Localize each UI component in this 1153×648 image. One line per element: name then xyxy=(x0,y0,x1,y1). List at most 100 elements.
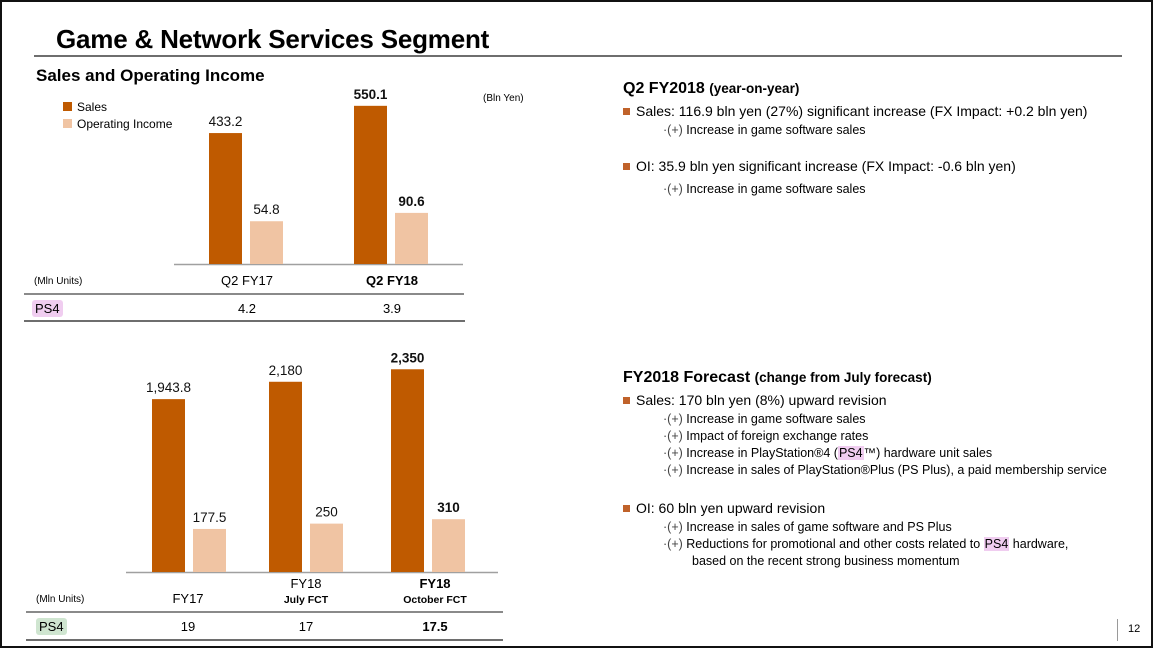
q2-sales-bullet: Sales: 116.9 bln yen (27%) significant i… xyxy=(623,103,1087,119)
legend-swatch-sales xyxy=(63,102,72,111)
category-sublabel-july-fct: July FCT xyxy=(283,594,329,606)
forecast-sales-sub-3: ·(+) Increase in PlayStation®4 (PS4™) ha… xyxy=(663,446,992,460)
chart-legend: Sales Operating Income xyxy=(63,98,172,132)
plus-mark: ·(+) xyxy=(663,537,683,551)
data-label-sales-1-1: 2,180 xyxy=(269,363,303,378)
data-label-operating-income-1-1: 250 xyxy=(315,505,338,520)
ps4-value-q2-fy17: 4.2 xyxy=(237,301,257,316)
sub-text: Increase in game software sales xyxy=(686,182,866,196)
forecast-sales-bullet: Sales: 170 bln yen (8%) upward revision xyxy=(623,392,887,408)
q2-oi-sub-1: ·(+) Increase in game software sales xyxy=(663,182,866,196)
data-label-sales-0-1: 550.1 xyxy=(354,87,388,102)
page-number: 12 xyxy=(1128,623,1141,635)
data-label-sales-0-0: 433.2 xyxy=(209,114,243,129)
ps4-highlight: PS4 xyxy=(983,537,1010,551)
table-rule-bottom xyxy=(24,320,465,322)
forecast-sales-text: Sales: 170 bln yen (8%) upward revision xyxy=(636,392,887,408)
bullet-square-icon xyxy=(623,396,630,404)
data-label-operating-income-1-0: 177.5 xyxy=(193,510,227,525)
category-label-fy18-july: FY18 xyxy=(290,576,322,591)
bullet-square-icon xyxy=(623,162,630,170)
legend-swatch-operating-income xyxy=(63,119,72,128)
q2-sales-sub-1: ·(+) Increase in game software sales xyxy=(663,123,866,137)
sub-text: Impact of foreign exchange rates xyxy=(686,429,869,443)
plus-mark: ·(+) xyxy=(663,446,683,460)
q2-heading-main: Q2 FY2018 xyxy=(623,80,705,97)
sub-text-post: ™) hardware unit sales xyxy=(863,446,993,460)
page-number-divider xyxy=(1117,619,1118,641)
q2-oi-text: OI: 35.9 bln yen significant increase (F… xyxy=(636,158,1016,174)
ps4-row-label-top: PS4 xyxy=(32,300,63,317)
sub-text: Increase in sales of game software and P… xyxy=(686,520,952,534)
q2-oi-bullet: OI: 35.9 bln yen significant increase (F… xyxy=(623,158,1016,174)
sub-text: Increase in game software sales xyxy=(686,412,866,426)
ps4-highlight: PS4 xyxy=(837,446,864,460)
sub-text: Increase in sales of PlayStation®Plus (P… xyxy=(686,463,1107,477)
unit-label-mln-units-top: (Mln Units) xyxy=(34,276,83,287)
ps4-row-label-bottom: PS4 xyxy=(36,618,67,635)
plus-mark: ·(+) xyxy=(663,463,683,477)
q2-heading-qualifier: (year-on-year) xyxy=(709,81,800,96)
ps4-value-fy18-july: 17 xyxy=(298,619,314,634)
title-divider xyxy=(34,55,1122,57)
q2-sales-text: Sales: 116.9 bln yen (27%) significant i… xyxy=(636,103,1088,119)
data-label-operating-income-1-2: 310 xyxy=(437,500,460,515)
ps4-value-fy18-october: 17.5 xyxy=(422,619,448,634)
bar-operating-income-0-1 xyxy=(395,212,428,264)
bullet-square-icon xyxy=(623,504,630,512)
category-label-fy18-october: FY18 xyxy=(419,576,451,591)
forecast-oi-text: OI: 60 bln yen upward revision xyxy=(636,500,826,516)
legend-item-operating-income: Operating Income xyxy=(63,115,172,132)
bar-sales-1-2 xyxy=(391,369,424,572)
forecast-oi-sub-2: ·(+) Reductions for promotional and othe… xyxy=(663,537,1068,551)
sub-text-pre: Reductions for promotional and other cos… xyxy=(686,537,984,551)
bar-operating-income-1-0 xyxy=(193,528,226,572)
category-label-fy17: FY17 xyxy=(172,591,204,606)
table-rule-top-2 xyxy=(26,611,503,613)
data-label-sales-1-2: 2,350 xyxy=(391,350,425,365)
bar-operating-income-0-0 xyxy=(250,221,283,264)
bar-operating-income-1-1 xyxy=(310,523,343,572)
bar-sales-0-1 xyxy=(354,105,387,265)
table-rule-top xyxy=(24,293,464,295)
plus-mark: ·(+) xyxy=(663,429,683,443)
legend-item-sales: Sales xyxy=(63,98,172,115)
chart-subtitle: Sales and Operating Income xyxy=(36,66,265,85)
plus-mark: ·(+) xyxy=(663,182,683,196)
forecast-sales-sub-1: ·(+) Increase in game software sales xyxy=(663,412,866,426)
forecast-heading-qualifier: (change from July forecast) xyxy=(754,370,932,385)
plus-mark: ·(+) xyxy=(663,123,683,137)
forecast-oi-sub-2-cont: based on the recent strong business mome… xyxy=(692,554,960,568)
ps4-value-fy17: 19 xyxy=(180,619,196,634)
category-label-q2-fy17: Q2 FY17 xyxy=(220,273,274,288)
data-label-operating-income-0-0: 54.8 xyxy=(253,202,279,217)
legend-label-operating-income: Operating Income xyxy=(77,116,173,131)
legend-label-sales: Sales xyxy=(77,99,108,114)
sub-text-post: hardware, xyxy=(1009,537,1069,551)
sub-text: Increase in game software sales xyxy=(686,123,866,137)
forecast-oi-bullet: OI: 60 bln yen upward revision xyxy=(623,500,825,516)
unit-label-bln-yen: (Bln Yen) xyxy=(483,93,524,104)
forecast-sales-sub-2: ·(+) Impact of foreign exchange rates xyxy=(663,429,868,443)
bar-sales-0-0 xyxy=(209,133,242,264)
q2-heading: Q2 FY2018 (year-on-year) xyxy=(623,80,799,98)
category-sublabel-october-fct: October FCT xyxy=(403,594,467,606)
unit-label-mln-units-bottom: (Mln Units) xyxy=(36,594,85,605)
page-title: Game & Network Services Segment xyxy=(56,24,490,54)
plus-mark: ·(+) xyxy=(663,412,683,426)
bullet-square-icon xyxy=(623,107,630,115)
bar-sales-1-0 xyxy=(152,399,185,572)
table-rule-bottom-2 xyxy=(26,639,503,641)
data-label-sales-1-0: 1,943.8 xyxy=(146,380,191,395)
data-label-operating-income-0-1: 90.6 xyxy=(398,194,425,209)
forecast-heading: FY2018 Forecast (change from July foreca… xyxy=(623,369,932,387)
forecast-heading-main: FY2018 Forecast xyxy=(623,369,751,386)
sub-text-pre: Increase in PlayStation®4 ( xyxy=(686,446,838,460)
plus-mark: ·(+) xyxy=(663,520,683,534)
ps4-value-q2-fy18: 3.9 xyxy=(382,301,402,316)
category-label-q2-fy18: Q2 FY18 xyxy=(365,273,419,288)
forecast-oi-sub-1: ·(+) Increase in sales of game software … xyxy=(663,520,952,534)
forecast-sales-sub-4: ·(+) Increase in sales of PlayStation®Pl… xyxy=(663,463,1107,477)
